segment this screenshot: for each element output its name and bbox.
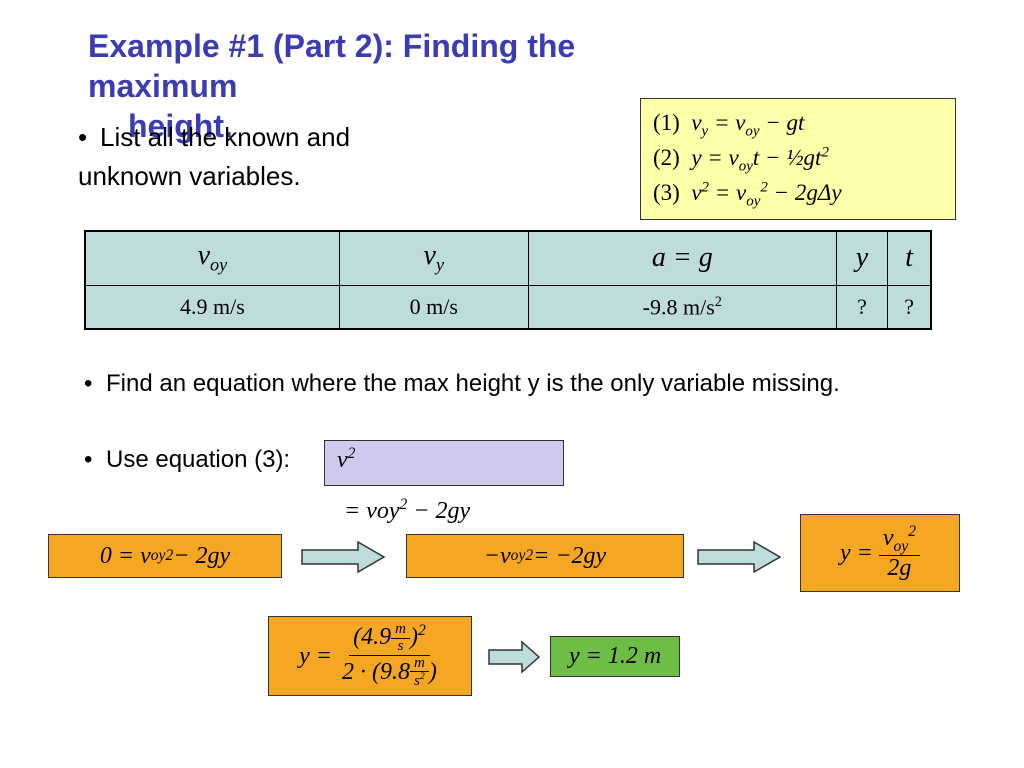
val-ag: -9.8 m/s2 <box>528 285 836 329</box>
val-y: ? <box>836 285 888 329</box>
bullet3-text: Use equation (3): <box>106 446 290 473</box>
step-plug-numbers: y = (4.9ms)2 2 · (9.8ms2) <box>268 616 472 696</box>
val-vy: 0 m/s <box>339 285 528 329</box>
eq3-highlight-box: v2 <box>324 440 564 486</box>
equations-reference-box: (1) vy = voy − gt (2) y = voyt − ½gt2 (3… <box>640 98 956 220</box>
bullet-find-equation: •Find an equation where the max height y… <box>84 370 840 398</box>
col-y: y <box>836 231 888 285</box>
eq1-num: (1) <box>653 110 680 135</box>
step-substitute-zero: 0 = voy2 − 2gy <box>48 534 282 578</box>
eq3-rhs: = voy2 − 2gy <box>344 496 470 525</box>
step-solve-y: y = voy22g <box>800 514 960 592</box>
col-ag: a = g <box>528 231 836 285</box>
variables-table: voy vy a = g y t 4.9 m/s 0 m/s -9.8 m/s2… <box>84 230 932 330</box>
bullet-use-eq3: •Use equation (3): <box>84 446 290 474</box>
eq2-num: (2) <box>653 145 680 170</box>
bullet1-text: List all the known and unknown variables… <box>78 122 350 191</box>
result-box: y = 1.2 m <box>550 636 680 677</box>
col-voy: voy <box>85 231 339 285</box>
step-rearrange: −voy2 = −2gy <box>406 534 684 578</box>
arrow-icon <box>694 540 784 574</box>
bullet-known-unknown: •List all the known and unknown variable… <box>78 118 438 196</box>
val-voy: 4.9 m/s <box>85 285 339 329</box>
col-vy: vy <box>339 231 528 285</box>
arrow-icon <box>486 640 542 674</box>
bullet2-text: Find an equation where the max height y … <box>106 370 840 397</box>
col-t: t <box>888 231 931 285</box>
title-line1: Example #1 (Part 2): Finding the maximum <box>88 28 575 104</box>
val-t: ? <box>888 285 931 329</box>
eq3-num: (3) <box>653 180 680 205</box>
arrow-icon <box>298 540 388 574</box>
